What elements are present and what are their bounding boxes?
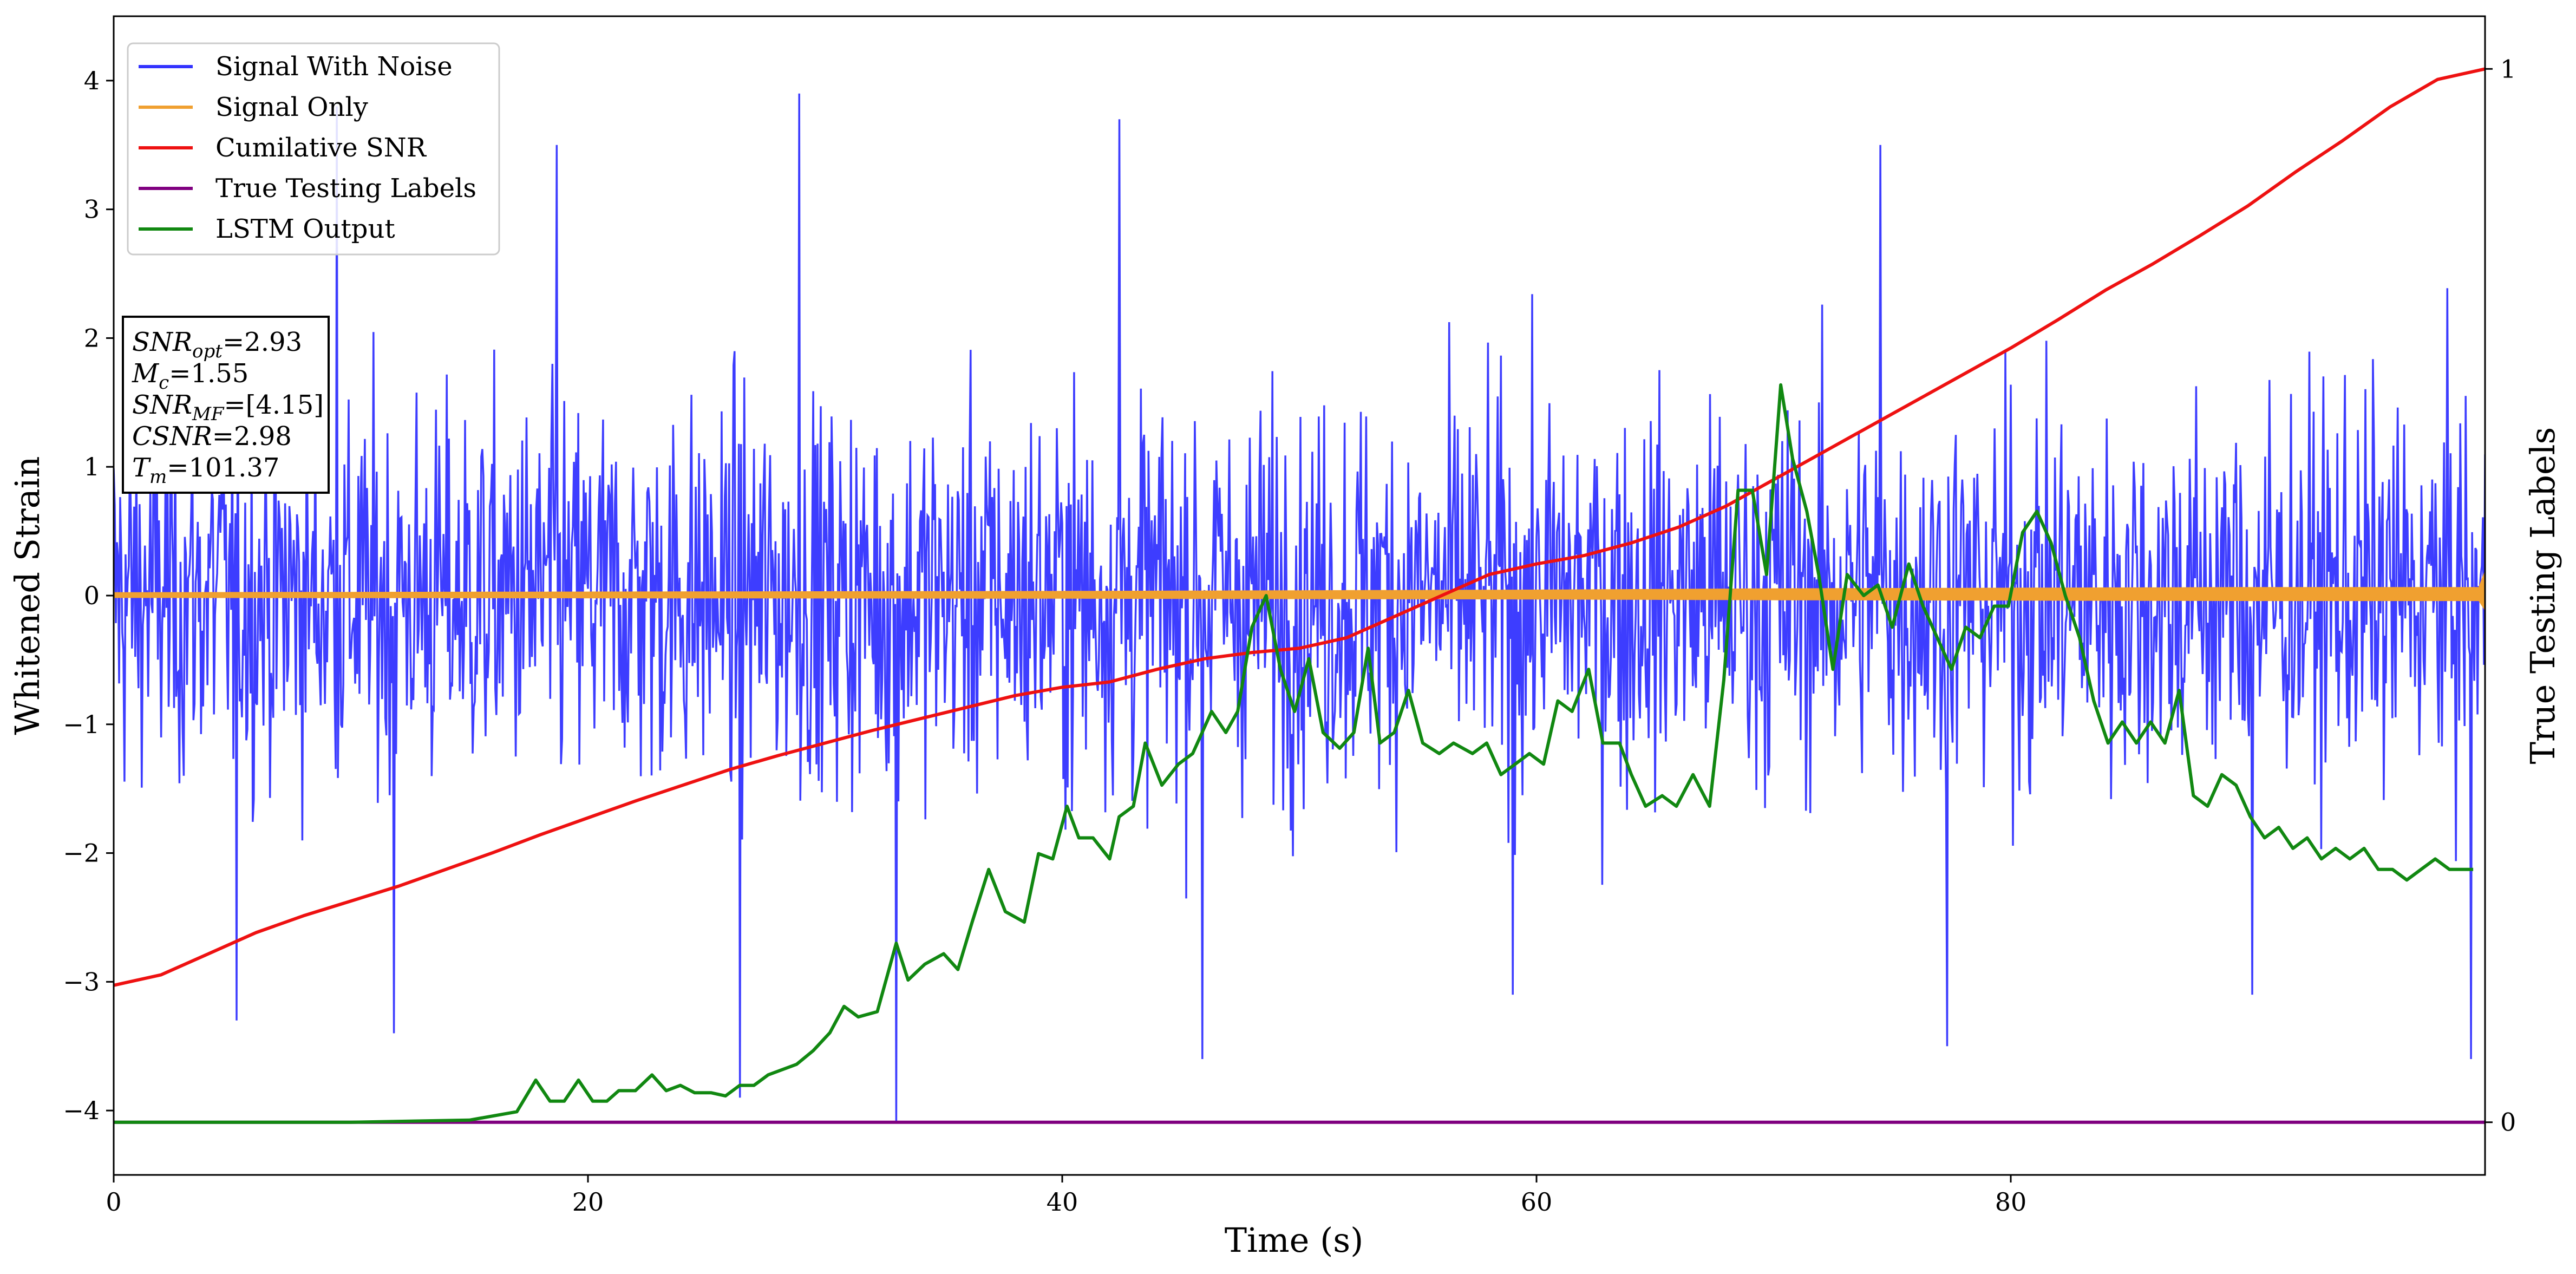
- x-axis-label: Time (s): [1225, 1220, 1364, 1260]
- plot-area: [114, 67, 2485, 1124]
- y-tick-label: 2: [84, 323, 100, 352]
- x-tick-label: 20: [572, 1187, 604, 1217]
- y-tick-label: −4: [63, 1096, 100, 1125]
- info-line: SNRopt=2.93: [132, 327, 302, 362]
- y-tick-label: −2: [63, 839, 100, 868]
- x-tick-label: 60: [1521, 1187, 1553, 1217]
- y-axis-left: −4 −3 −2 −1 0 1 2 3 4: [63, 66, 114, 1125]
- y-right-tick-label: 1: [2500, 54, 2516, 83]
- x-tick-label: 0: [106, 1187, 121, 1217]
- y-axis-right-label: True Testing Labels: [2523, 427, 2562, 765]
- y-tick-label: −3: [63, 967, 100, 996]
- x-tick-label: 40: [1047, 1187, 1078, 1217]
- series-cumilative-snr: [114, 67, 2485, 987]
- info-box: SNRopt=2.93Mc=1.55SNRMF=[4.15]CSNR=2.98T…: [122, 316, 330, 494]
- y-tick-label: 3: [84, 195, 100, 224]
- info-line: CSNR=2.98: [132, 421, 292, 452]
- y-right-tick-label: 0: [2500, 1108, 2516, 1137]
- x-axis: 0 20 40 60 80: [106, 1175, 2026, 1217]
- legend-label: LSTM Output: [215, 214, 395, 244]
- legend-label: Signal Only: [215, 92, 368, 122]
- legend-label: True Testing Labels: [215, 173, 476, 204]
- legend: Signal With Noise Signal Only Cumilative S…: [127, 42, 500, 256]
- info-line: Tm=101.37: [132, 453, 279, 488]
- y-tick-label: 4: [84, 66, 100, 95]
- y-axis-right: 01: [2485, 54, 2516, 1137]
- info-line: Mc=1.55: [132, 358, 249, 394]
- x-tick-label: 80: [1995, 1187, 2027, 1217]
- y-tick-label: 1: [84, 452, 100, 481]
- y-tick-label: −1: [63, 710, 100, 739]
- y-tick-label: 0: [84, 581, 100, 610]
- y-axis-label: Whitened Strain: [8, 456, 47, 735]
- legend-label: Cumilative SNR: [215, 133, 427, 163]
- series-lstm-output: [114, 383, 2474, 1124]
- legend-label: Signal With Noise: [215, 51, 453, 82]
- info-box-frame: [122, 316, 330, 494]
- legend-box: [127, 42, 500, 256]
- info-line: SNRMF=[4.15]: [132, 390, 324, 425]
